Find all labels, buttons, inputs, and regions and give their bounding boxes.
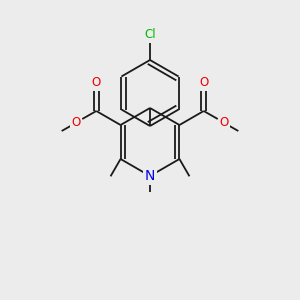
- Text: O: O: [72, 116, 81, 128]
- Text: O: O: [92, 76, 101, 89]
- Text: O: O: [219, 116, 228, 128]
- Text: O: O: [199, 76, 208, 89]
- Text: Cl: Cl: [144, 28, 156, 41]
- Text: N: N: [145, 169, 155, 183]
